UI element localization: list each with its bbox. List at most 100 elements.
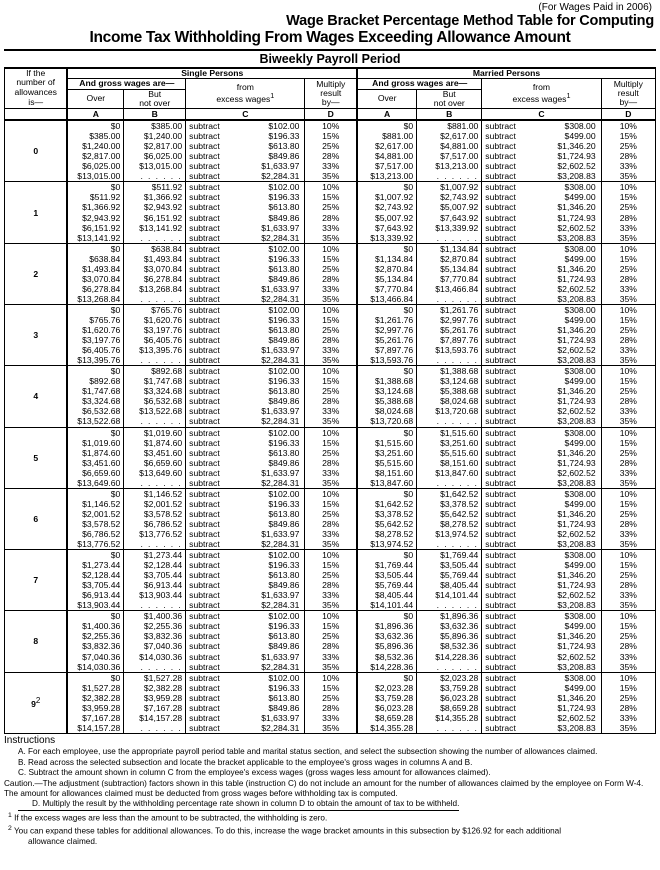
cell-value: $3,705.44: [143, 570, 183, 581]
single-but-not-over-values: $511.92 $1,366.92 $2,943.92 $6,151.92 $13,14…: [123, 181, 187, 244]
cell-value: 25%: [322, 141, 340, 152]
cell-value: 15%: [619, 131, 637, 142]
married-but-not-over-values-list: $1,134.84 $2,870.84 $5,134.84 $7,770.84 $13,…: [417, 244, 481, 304]
cell-value: 33%: [619, 467, 637, 478]
subtract-entry: subtract $3,208.83: [482, 478, 600, 488]
cell-value: 35%: [322, 171, 340, 182]
single-over-values: $0 $638.84 $1,493.84 $3,070.84 $6,278.84 $13,…: [66, 242, 125, 305]
subtract-label: subtract: [485, 702, 516, 713]
cell-value: $3,832.36: [143, 631, 183, 642]
footnote-2-text: You can expand these tables for addition…: [13, 826, 562, 836]
cell-value: . . . . . .: [140, 293, 183, 304]
subtract-entry: subtract $1,346.20: [482, 202, 600, 212]
cell-value: $13,395.76: [139, 345, 183, 356]
cell-value: $385.00: [89, 131, 121, 142]
cell-value: . . . . . .: [436, 600, 479, 611]
cell-value: 15%: [619, 314, 637, 325]
subtract-entry: subtract $849.86: [186, 396, 304, 406]
withholding-table: If the number of allowances is— Single P…: [4, 66, 657, 734]
cell-value: $3,378.52: [374, 508, 414, 519]
subtract-label: subtract: [485, 386, 516, 397]
single-rate-values: 10% 15% 25% 28% 33% 35%: [304, 181, 358, 244]
cell-value: $1,620.76: [82, 325, 121, 336]
subtract-entry: subtract $102.00: [186, 121, 304, 131]
single-but-not-over-values-list: $1,400.36 $2,255.36 $3,832.36 $7,040.36 $14,…: [124, 611, 185, 671]
table-body: 0 $0 $385.00 $1,240.00 $2,817.00 $6,025.00 $13…: [4, 119, 657, 734]
subtract-entry: subtract $308.00: [482, 489, 600, 499]
single-rate-values-list: 10% 15% 25% 28% 33% 35%: [305, 182, 356, 242]
subtract-label: subtract: [485, 263, 516, 274]
cell-value: $0: [403, 488, 414, 499]
cell-value: 28%: [619, 457, 637, 468]
single-rate-values-list: 10% 15% 25% 28% 33% 35%: [305, 428, 356, 488]
subtract-label: subtract: [485, 192, 516, 203]
subtract-entry: subtract $613.80: [186, 264, 304, 274]
subtract-label: subtract: [485, 600, 516, 611]
cell-value: 10%: [619, 182, 637, 193]
subtract-label: subtract: [485, 335, 516, 346]
cell-value: 28%: [619, 580, 637, 591]
subtract-amount: $613.80: [268, 202, 300, 213]
cell-value: 10%: [619, 672, 637, 683]
subtract-entry: subtract $2,284.31: [186, 539, 304, 549]
cell-value: $0: [403, 243, 414, 254]
married-over-values: $0 $881.00 $2,617.00 $4,881.00 $7,517.00 $13,…: [356, 119, 418, 183]
allowance-header-line4: is—: [28, 97, 44, 108]
subtract-label: subtract: [189, 651, 220, 662]
cell-value: 15%: [619, 682, 637, 693]
subtract-label: subtract: [485, 355, 516, 366]
married-rate-values: 10% 15% 25% 28% 33% 35%: [600, 671, 657, 734]
married-subtract-values-list: subtract $308.00 subtract $499.00 subtract $1…: [482, 121, 600, 181]
cell-value: . . . . . .: [140, 539, 183, 550]
subtract-amount: $1,633.97: [261, 467, 300, 478]
cell-value: $1,019.60: [82, 437, 121, 448]
subtract-entry: subtract $3,208.83: [482, 723, 600, 733]
subtract-label: subtract: [485, 570, 516, 581]
cell-value: $0: [110, 304, 121, 315]
cell-value: $1,146.52: [143, 488, 183, 499]
cell-value: $7,167.28: [143, 702, 183, 713]
subtract-entry: subtract $1,633.97: [186, 652, 304, 662]
subtract-label: subtract: [485, 631, 516, 642]
cell-value: $1,273.44: [82, 560, 121, 571]
subtract-entry: subtract $2,602.52: [482, 223, 600, 233]
cell-value: $6,151.92: [143, 212, 183, 223]
subtract-label: subtract: [189, 560, 220, 571]
cell-value: 25%: [619, 202, 637, 213]
single-excess-wages-label: excess wages1: [216, 91, 275, 104]
single-rate-values-list: 10% 15% 25% 28% 33% 35%: [305, 366, 356, 426]
cell-value: 10%: [322, 488, 340, 499]
cell-value: $0: [403, 182, 414, 193]
subtract-label: subtract: [485, 416, 516, 427]
cell-value: $3,070.84: [82, 273, 121, 284]
subtract-label: subtract: [485, 682, 516, 693]
married-over-values: $0 $1,515.60 $3,251.60 $5,515.60 $8,151.60 $1…: [356, 426, 418, 489]
subtract-label: subtract: [485, 722, 516, 733]
cell-value: $2,743.92: [374, 202, 414, 213]
cell-value: 15%: [619, 192, 637, 203]
cell-value: 28%: [322, 580, 340, 591]
subtract-entry: subtract $2,602.52: [482, 406, 600, 416]
cell-value: $8,532.36: [374, 651, 414, 662]
subtract-label: subtract: [189, 528, 220, 539]
subtract-amount: $1,724.93: [557, 518, 596, 529]
cell-value: 28%: [619, 702, 637, 713]
subtract-entry: subtract $849.86: [186, 151, 304, 161]
cell-value: $2,997.76: [440, 314, 479, 325]
subtract-label: subtract: [189, 590, 220, 601]
subtract-amount: $849.86: [268, 212, 300, 223]
allowance-count-cell: 8: [4, 610, 68, 673]
single-over-values: $0 $511.92 $1,366.92 $2,943.92 $6,151.92 $13,…: [66, 181, 125, 244]
subtract-amount: $2,284.31: [261, 477, 300, 488]
subtract-entry: subtract $1,633.97: [186, 468, 304, 478]
subtract-amount: $2,284.31: [261, 600, 300, 611]
subtract-entry: subtract $849.86: [186, 641, 304, 651]
subtract-label: subtract: [485, 222, 516, 233]
subtract-entry: subtract $308.00: [482, 305, 600, 315]
married-rate-values: 10% 15% 25% 28% 33% 35%: [600, 242, 657, 305]
subtract-entry: subtract $1,724.93: [482, 458, 600, 468]
cell-value: 15%: [322, 560, 340, 571]
subtract-amount: $849.86: [268, 580, 300, 591]
allowance-count: 3: [33, 330, 39, 341]
cell-value: 10%: [619, 427, 637, 438]
